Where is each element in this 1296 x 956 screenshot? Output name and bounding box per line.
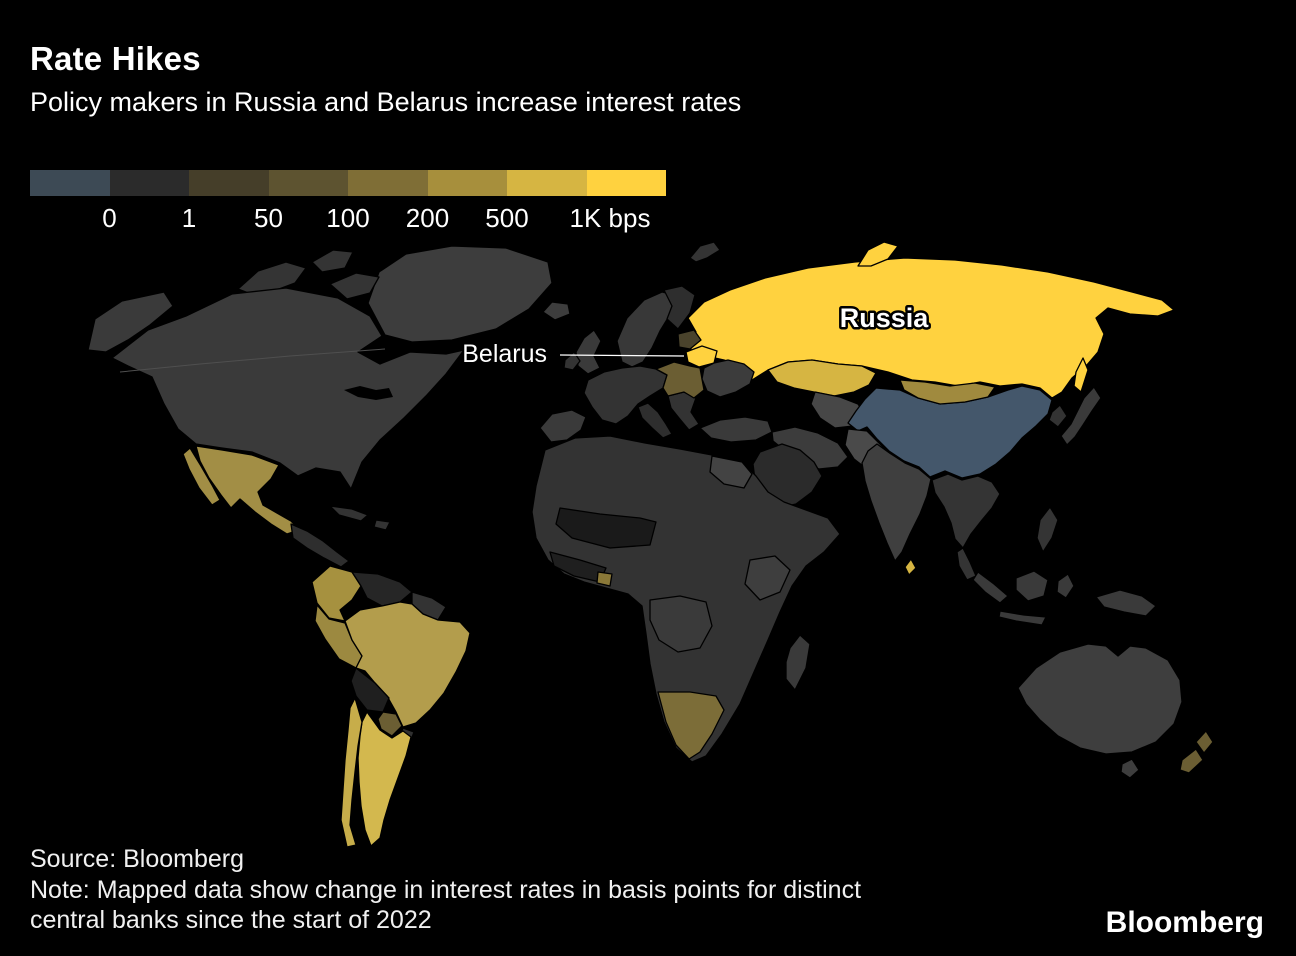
- country-arctic-islands: [311, 249, 354, 273]
- legend-segment: [348, 170, 428, 196]
- country-seasia: [931, 473, 1001, 549]
- country-turkey: [699, 416, 773, 443]
- bloomberg-logo: Bloomberg: [1105, 906, 1264, 939]
- country-novaya-zemlya: [857, 241, 899, 267]
- color-legend: 0 1 50 100 200 500 1K bps: [30, 170, 666, 237]
- country-iceland: [542, 301, 571, 321]
- legend-tick-label: 50: [254, 203, 283, 233]
- country-brazil: [344, 601, 471, 728]
- country-svalbard: [689, 241, 721, 263]
- page-subtitle: Policy makers in Russia and Belarus incr…: [30, 87, 742, 117]
- legend-bar: [30, 170, 666, 196]
- country-ukraine: [701, 359, 755, 398]
- country-eastern-europe: [655, 361, 705, 399]
- legend-labels: 0 1 50 100 200 500 1K bps: [30, 203, 666, 237]
- country-cuba: [329, 505, 369, 522]
- legend-segment: [586, 170, 666, 196]
- belarus-label: Belarus: [462, 340, 547, 368]
- legend-segment: [109, 170, 189, 196]
- country-ireland: [563, 351, 581, 371]
- country-hispaniola: [373, 519, 391, 531]
- country-mongolia: [899, 379, 996, 405]
- country-malay-peninsula: [956, 547, 977, 581]
- country-nz-south: [1179, 748, 1204, 774]
- country-japan: [1060, 386, 1102, 446]
- country-new-guinea: [1095, 589, 1157, 617]
- country-sumatra: [972, 571, 1009, 604]
- russia-label: Russia: [840, 303, 930, 333]
- country-nz-north: [1195, 730, 1214, 754]
- country-philippines: [1036, 506, 1059, 553]
- source-text: Source: Bloomberg: [30, 845, 245, 873]
- legend-segment: [189, 170, 269, 196]
- country-india: [861, 443, 932, 562]
- country-central-america: [290, 523, 350, 568]
- page-title: Rate Hikes: [30, 40, 201, 77]
- country-colombia: [311, 565, 362, 622]
- legend-segment: [268, 170, 348, 196]
- country-java: [998, 610, 1047, 626]
- country-southern-africa: [657, 691, 725, 760]
- country-venezuela: [351, 571, 413, 607]
- legend-tick-label: 0: [102, 203, 117, 233]
- legend-tick-label: 200: [405, 203, 450, 233]
- country-egypt: [709, 455, 753, 489]
- country-paraguay: [377, 711, 403, 737]
- country-madagascar: [785, 634, 811, 691]
- country-sahel: [555, 507, 657, 549]
- legend-tick-label: 500: [485, 203, 529, 233]
- legend-segment: [30, 170, 110, 196]
- country-australia: [1017, 643, 1183, 755]
- country-arctic-islands: [329, 272, 380, 300]
- country-east-africa: [744, 555, 791, 601]
- legend-tick-label: 1K bps: [569, 203, 651, 233]
- country-tasmania: [1120, 758, 1140, 779]
- great-lakes: [344, 386, 393, 400]
- belarus-callout-line: [559, 354, 685, 357]
- country-bolivia: [350, 667, 390, 713]
- country-russia: [687, 257, 1175, 399]
- country-drc: [649, 595, 713, 653]
- country-italy: [637, 402, 673, 439]
- legend-tick-label: 1: [181, 203, 197, 233]
- legend-tick-label: 100: [326, 203, 370, 233]
- note-line-2: central banks since the start of 2022: [30, 906, 432, 934]
- country-argentina: [357, 711, 412, 847]
- country-ghana: [596, 571, 613, 587]
- country-western-europe: [583, 365, 668, 425]
- country-finland: [663, 285, 696, 330]
- country-iberia: [539, 409, 587, 443]
- legend-segment: [427, 170, 507, 196]
- country-sulawesi: [1056, 573, 1075, 599]
- country-alaska: [87, 291, 174, 353]
- note-line-1: Note: Mapped data show change in interes…: [30, 876, 862, 904]
- country-kazakhstan: [767, 359, 877, 397]
- country-sri-lanka: [904, 558, 917, 576]
- country-borneo: [1015, 570, 1049, 602]
- country-greenland: [367, 245, 553, 343]
- country-korea: [1048, 404, 1068, 428]
- legend-segment: [507, 170, 587, 196]
- country-baja: [182, 447, 221, 506]
- country-uk: [575, 329, 602, 375]
- country-canada-us: [111, 287, 465, 490]
- country-sakhalin: [1073, 357, 1089, 393]
- country-chile: [340, 697, 363, 848]
- us-canada-border-line: [119, 348, 386, 373]
- country-baltics: [677, 329, 702, 350]
